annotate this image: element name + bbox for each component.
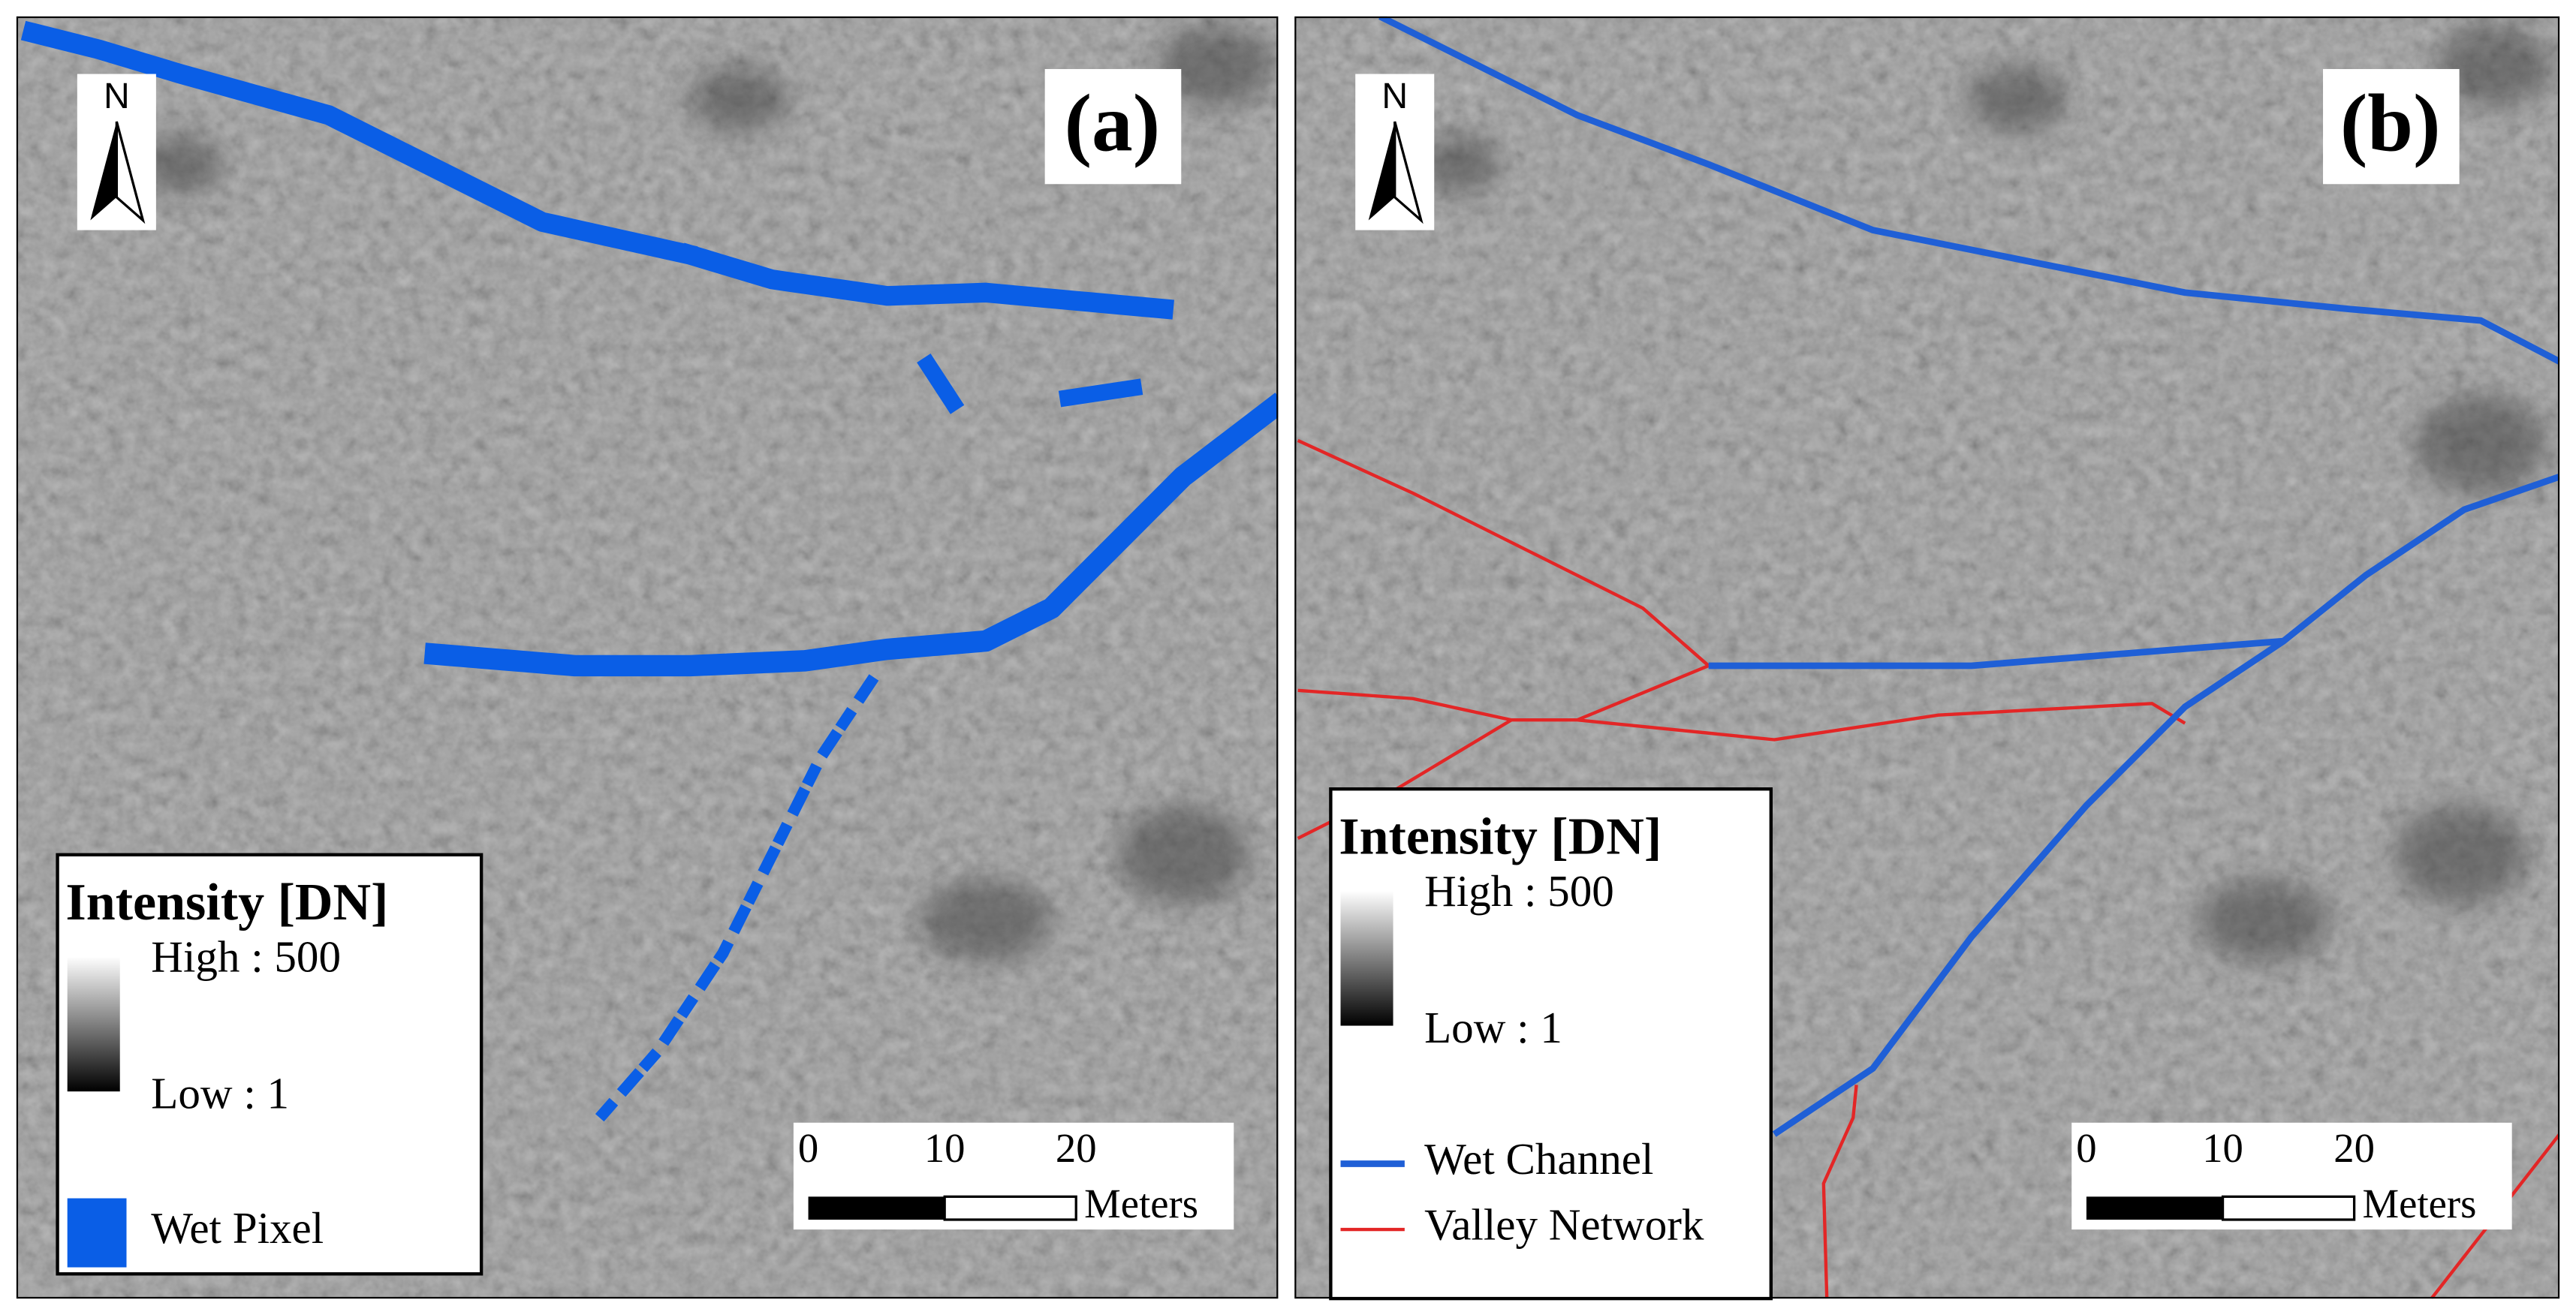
panel: (a) N Intensity [DN]High : 500 Low : 1 Wet P… <box>56 68 1234 1276</box>
dark-areas <box>1418 24 2552 962</box>
wet-channel <box>1378 16 2560 1137</box>
legend-low: Low : 1 <box>1424 1003 1562 1052</box>
panel-label: (b) <box>2340 77 2441 168</box>
panel-label-box <box>1044 68 1182 185</box>
scale-segment <box>2086 1196 2223 1220</box>
legend-title: Intensity [DN] <box>66 874 389 931</box>
legend-box <box>56 853 484 1276</box>
color-ramp <box>67 956 120 1092</box>
north-label: N <box>104 76 130 116</box>
panel-label-box <box>2323 68 2460 185</box>
scale-tick-label: 0 <box>798 1125 818 1171</box>
wet-pixels <box>917 354 1143 414</box>
legend-high: High : 500 <box>151 932 341 982</box>
legend-item: Valley Network <box>1424 1200 1704 1250</box>
north-arrow <box>1393 121 1424 224</box>
legend-item: Wet Pixel <box>151 1203 324 1253</box>
legend-item: Wet Channel <box>1424 1134 1653 1184</box>
scale-segment <box>2221 1195 2356 1221</box>
legend-low: Low : 1 <box>151 1068 289 1118</box>
dark-areas <box>139 24 1273 962</box>
legend-high: High : 500 <box>1424 866 1614 916</box>
scale-segment <box>808 1196 945 1220</box>
scale-tick-label: 10 <box>924 1125 966 1171</box>
legend-swatch <box>67 1198 127 1268</box>
scale-tick-label: 0 <box>2076 1125 2096 1171</box>
color-ramp <box>1340 890 1393 1026</box>
north-arrow <box>115 121 146 224</box>
scale-tick-label: 20 <box>1056 1125 1097 1171</box>
wet-pixels <box>423 393 1279 677</box>
legend-title: Intensity [DN] <box>1339 808 1662 865</box>
scale-segment <box>943 1195 1077 1221</box>
north-label: N <box>1381 76 1408 116</box>
scale-tick-label: 20 <box>2333 1125 2375 1171</box>
panel: (b) N Intensity [DN]High : 500 Low : 1 Wet C… <box>1329 68 2512 1301</box>
scale-unit: Meters <box>2363 1181 2477 1226</box>
legend-box <box>1329 787 1773 1301</box>
scale-tick-label: 10 <box>2202 1125 2243 1171</box>
image-a <box>16 16 1279 1299</box>
wet-pixels <box>591 674 879 1127</box>
panel-label: (a) <box>1065 77 1161 168</box>
scale-unit: Meters <box>1084 1181 1198 1226</box>
wet-pixels <box>20 20 1177 320</box>
